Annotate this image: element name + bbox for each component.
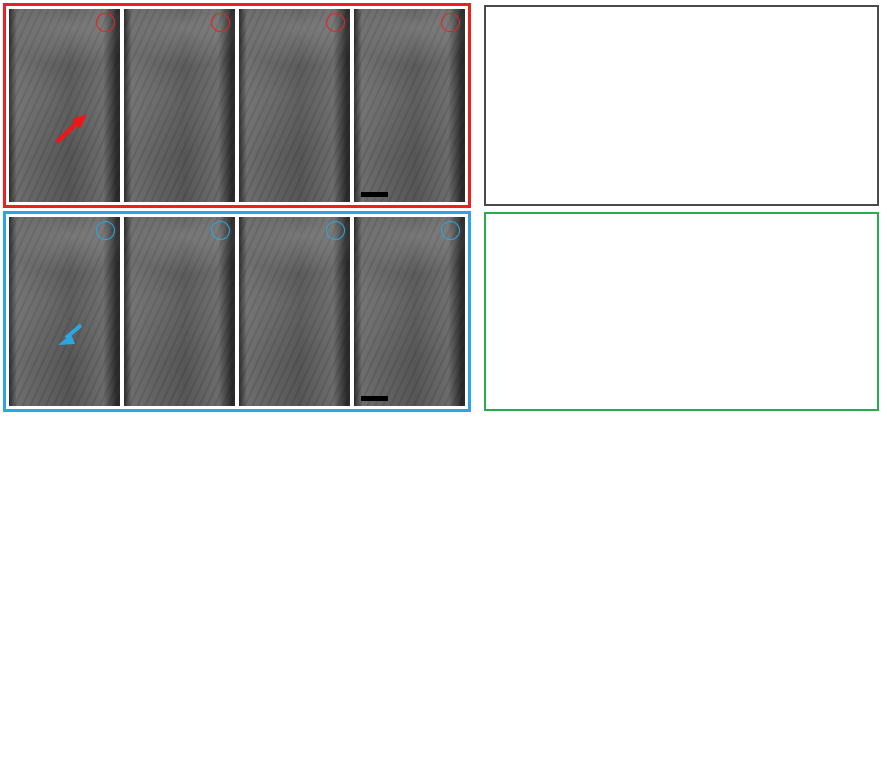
crystal-structure-c <box>691 10 881 203</box>
e-field-arrow-icon <box>55 114 88 144</box>
diffraction-pattern-d <box>506 225 686 401</box>
resistance-voltage-chart <box>455 415 887 778</box>
panel-c <box>484 5 879 206</box>
scalebar-bar <box>360 396 388 401</box>
tem-frame-a3 <box>239 9 350 202</box>
frame-number-badge <box>96 221 115 240</box>
scalebar <box>360 190 388 197</box>
frame-number-badge <box>441 13 460 32</box>
tem-frame-b5 <box>9 217 120 406</box>
tem-frame-b8 <box>354 217 465 406</box>
diffraction-pattern-c <box>506 19 686 197</box>
panel-a <box>3 3 471 208</box>
tem-frame-b7 <box>239 217 350 406</box>
scalebar <box>360 394 388 401</box>
frame-number-badge <box>326 13 345 32</box>
frame-number-badge <box>441 221 460 240</box>
frame-number-badge <box>211 13 230 32</box>
scalebar-bar <box>360 192 388 197</box>
crystal-structure-d <box>692 217 877 407</box>
panel-b <box>3 211 471 412</box>
tem-frame-a1 <box>9 9 120 202</box>
panel-d <box>484 212 879 411</box>
frame-number-badge <box>211 221 230 240</box>
iv-curve-chart <box>0 415 460 778</box>
tem-frame-a2 <box>124 9 235 202</box>
frame-number-badge <box>96 13 115 32</box>
tem-frame-b6 <box>124 217 235 406</box>
frame-number-badge <box>326 221 345 240</box>
tem-frame-a4 <box>354 9 465 202</box>
e-field-arrow-icon <box>58 323 83 346</box>
